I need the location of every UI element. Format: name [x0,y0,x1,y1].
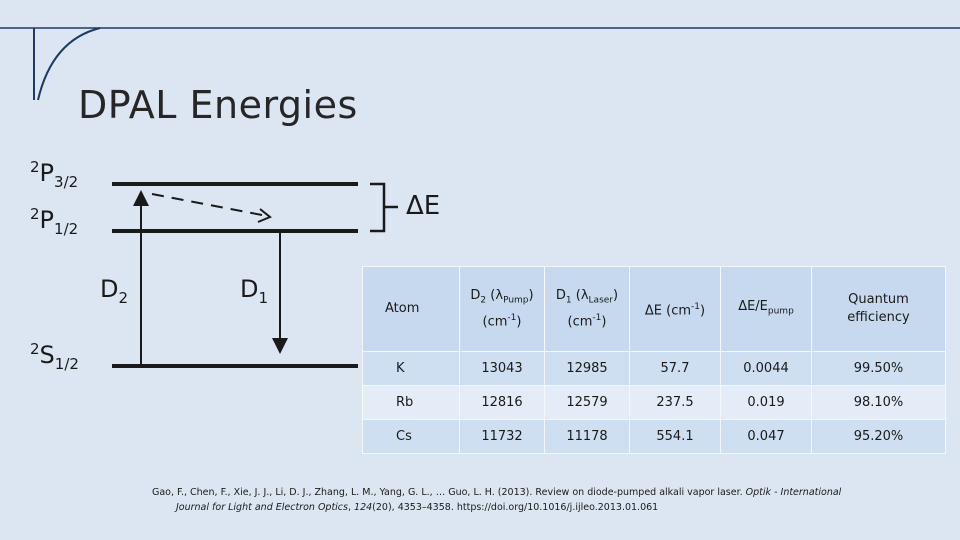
header-ratio: ΔE/Epump [720,266,812,352]
relaxation-arrow [151,193,263,216]
cell-delta-e: 237.5 [629,385,721,420]
d2-arrowhead [133,190,149,206]
relaxation-arrowhead [257,208,272,223]
d2-label: D2 [100,275,129,307]
table-row: Cs 11732 11178 554.1 0.047 95.20% [362,419,946,454]
energy-table: Atom D2 (λPump) (cm-1) D1 (λLaser) (cm-1… [362,266,946,454]
cell-d2: 13043 [459,351,545,386]
delta-e-label: ΔE [406,191,441,221]
energy-level-diagram [112,182,398,368]
header-quantum-efficiency: Quantum efficiency [811,266,946,352]
corner-decoration [0,27,960,101]
d1-arrowhead [272,338,288,354]
header-atom: Atom [362,266,460,352]
cell-quantum-efficiency: 98.10% [811,385,946,420]
cell-atom: Cs [362,419,460,454]
cell-ratio: 0.019 [720,385,812,420]
cell-ratio: 0.0044 [720,351,812,386]
corner-curve [37,27,101,101]
cell-d1: 12579 [544,385,630,420]
citation: Gao, F., Chen, F., Xie, J. J., Li, D. J.… [152,487,842,513]
delta-e-bracket [370,182,398,233]
header-d1: D1 (λLaser) (cm-1) [544,266,630,352]
cell-atom: K [362,351,460,386]
cell-d1: 12985 [544,351,630,386]
table-row: Rb 12816 12579 237.5 0.019 98.10% [362,385,946,420]
cell-quantum-efficiency: 99.50% [811,351,946,386]
cell-ratio: 0.047 [720,419,812,454]
header-delta-e: ΔE (cm-1) [629,266,721,352]
header-d2: D2 (λPump) (cm-1) [459,266,545,352]
level-label-s12: 2S1/2 [30,340,79,373]
cell-delta-e: 554.1 [629,419,721,454]
cell-atom: Rb [362,385,460,420]
cell-delta-e: 57.7 [629,351,721,386]
level-label-p12: 2P1/2 [30,205,79,238]
cell-d2: 12816 [459,385,545,420]
table-row: K 13043 12985 57.7 0.0044 99.50% [362,351,946,386]
table-header-row: Atom D2 (λPump) (cm-1) D1 (λLaser) (cm-1… [362,266,946,352]
page-title: DPAL Energies [78,83,358,128]
cell-d2: 11732 [459,419,545,454]
d1-label: D1 [240,275,269,307]
cell-quantum-efficiency: 95.20% [811,419,946,454]
level-label-p32: 2P3/2 [30,158,79,191]
cell-d1: 11178 [544,419,630,454]
